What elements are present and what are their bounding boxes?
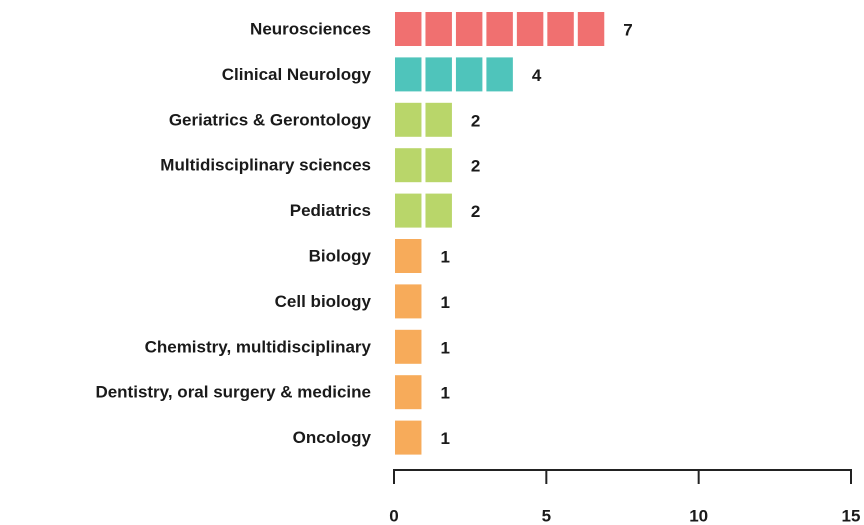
y-tick-label: Geriatrics & Gerontology <box>169 110 372 129</box>
unit-block <box>395 148 422 183</box>
value-label: 2 <box>471 157 480 176</box>
unit-block <box>516 12 544 46</box>
unit-block <box>395 284 422 319</box>
bar <box>395 375 422 410</box>
unit-block <box>395 57 422 92</box>
bar <box>395 102 452 137</box>
y-tick-label: Neurosciences <box>250 19 371 38</box>
value-label: 1 <box>440 384 449 403</box>
unit-block <box>395 193 422 228</box>
unit-block <box>425 57 452 92</box>
bar <box>395 57 513 92</box>
y-tick-label: Pediatrics <box>290 201 371 220</box>
y-tick-label: Oncology <box>293 428 372 447</box>
x-tick-label: 0 <box>389 506 398 525</box>
value-label: 7 <box>623 20 632 39</box>
x-tick-label: 10 <box>689 506 708 525</box>
x-tick-label: 5 <box>542 506 551 525</box>
value-label: 1 <box>440 429 449 448</box>
unit-block <box>577 12 605 46</box>
x-tick-label: 15 <box>842 506 861 525</box>
unit-block <box>455 57 483 92</box>
bar <box>395 420 422 455</box>
y-tick-label: Dentistry, oral surgery & medicine <box>95 383 371 402</box>
bar <box>395 239 422 273</box>
bar <box>395 284 422 319</box>
unit-block <box>425 102 452 137</box>
value-label: 2 <box>471 111 480 130</box>
bar <box>395 193 452 228</box>
y-tick-label: Chemistry, multidisciplinary <box>145 337 372 356</box>
bar <box>395 12 605 46</box>
unit-block <box>395 12 422 46</box>
unit-block <box>425 148 452 183</box>
unit-block <box>486 12 513 46</box>
value-label: 1 <box>440 338 449 357</box>
unit-block <box>455 12 483 46</box>
value-label: 4 <box>532 66 542 85</box>
bar <box>395 329 422 364</box>
y-tick-label: Clinical Neurology <box>222 65 372 84</box>
value-label: 1 <box>440 293 449 312</box>
unit-block <box>425 12 452 46</box>
unit-block <box>395 329 422 364</box>
y-tick-label: Cell biology <box>275 292 372 311</box>
value-label: 1 <box>440 247 449 266</box>
unit-block <box>395 239 422 273</box>
unit-block <box>547 12 574 46</box>
unit-block <box>425 193 452 228</box>
y-tick-label: Biology <box>309 246 372 265</box>
value-label: 2 <box>471 202 480 221</box>
unit-block <box>395 375 422 410</box>
y-tick-label: Multidisciplinary sciences <box>160 156 371 175</box>
unit-block <box>395 420 422 455</box>
unit-block <box>395 102 422 137</box>
unit-block <box>486 57 513 92</box>
bar <box>395 148 452 183</box>
